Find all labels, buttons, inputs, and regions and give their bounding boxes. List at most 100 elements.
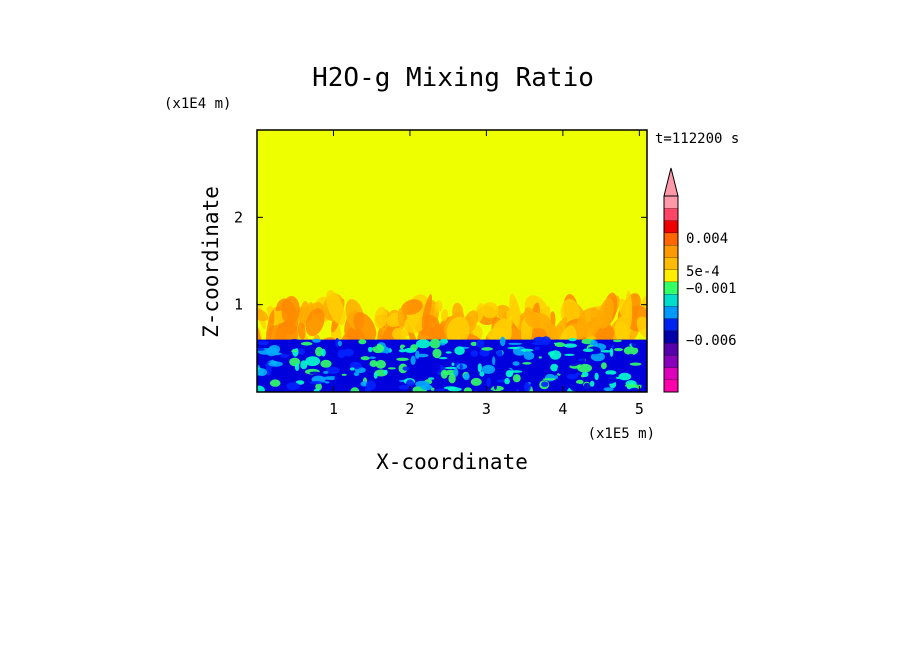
boundary-blob [524, 382, 531, 392]
boundary-blob [499, 336, 506, 347]
boundary-blob [613, 348, 624, 352]
boundary-blob [298, 348, 306, 355]
boundary-blob [590, 352, 606, 362]
transition-blob [392, 327, 406, 340]
boundary-blob [320, 359, 332, 368]
y-axis: 12 [234, 208, 647, 314]
colorbar-swatch [664, 281, 678, 294]
boundary-blob [337, 349, 346, 359]
boundary-blob [290, 350, 299, 353]
transition-blob [618, 298, 629, 319]
boundary-blob [398, 349, 406, 353]
x-scale-label: (x1E5 m) [588, 426, 655, 442]
boundary-blob [564, 353, 575, 356]
boundary-blob [626, 353, 636, 364]
boundary-blob [300, 341, 313, 346]
boundary-blob [566, 373, 579, 380]
boundary-blob [631, 340, 640, 348]
boundary-blob [605, 370, 617, 375]
boundary-blob [415, 380, 430, 388]
boundary-blob [594, 372, 599, 381]
boundary-blob [544, 373, 556, 382]
contour-field [257, 130, 647, 392]
colorbar-swatch [664, 220, 678, 233]
boundary-blob [459, 364, 463, 370]
boundary-blob [444, 366, 457, 370]
boundary-blob [477, 363, 482, 373]
boundary-blob [534, 346, 540, 351]
boundary-blob [542, 378, 556, 381]
transition-blob [401, 299, 423, 315]
boundary-blob [590, 380, 595, 387]
transition-blob [421, 294, 433, 329]
colorbar-label: −0.001 [686, 281, 737, 297]
boundary-blob [554, 375, 558, 379]
boundary-blob [309, 371, 321, 375]
boundary-blob [432, 348, 442, 359]
boundary-blob [481, 364, 496, 374]
boundary-blob [402, 366, 410, 371]
boundary-blob [342, 348, 354, 357]
boundary-blob [492, 356, 496, 366]
boundary-blob [444, 343, 450, 347]
y-tick-label: 2 [234, 208, 243, 226]
boundary-blob [582, 348, 594, 353]
boundary-blob [509, 370, 523, 373]
boundary-blob [481, 347, 493, 351]
boundary-blob [429, 338, 441, 349]
boundary-blob [396, 357, 409, 361]
boundary-blob [373, 372, 378, 379]
boundary-blob [567, 358, 581, 367]
boundary-blob [549, 350, 562, 360]
boundary-blob [624, 384, 638, 388]
transition-blob [403, 315, 425, 334]
boundary-blob [439, 342, 446, 346]
boundary-blob [520, 348, 534, 352]
boundary-blob [436, 388, 446, 392]
x-tick-label: 2 [405, 400, 414, 418]
boundary-blob [512, 374, 521, 383]
transition-blob [625, 290, 633, 328]
y-scale-label: (x1E4 m) [164, 96, 231, 112]
boundary-blob [417, 353, 429, 358]
boundary-blob [294, 363, 300, 371]
boundary-blob [447, 387, 462, 392]
boundary-blob [490, 385, 504, 392]
boundary-blob [366, 341, 378, 348]
boundary-blob [368, 346, 373, 353]
boundary-blob [550, 363, 559, 372]
boundary-blob [507, 346, 520, 350]
boundary-blob [538, 356, 542, 359]
boundary-blob [358, 339, 367, 345]
boundary-blob [369, 360, 378, 367]
boundary-blob [257, 368, 268, 377]
boundary-blob [337, 340, 342, 347]
boundary-blob [288, 339, 301, 345]
colorbar-extend-arrow [663, 167, 679, 197]
boundary-blob [575, 372, 581, 376]
boundary-blob [398, 385, 411, 390]
boundary-blob [522, 362, 532, 365]
boundary-blob [479, 371, 485, 377]
colorbar-label: 5e-4 [686, 264, 720, 280]
boundary-blob [470, 377, 482, 386]
boundary-blob [305, 356, 321, 366]
boundary-blob [438, 357, 448, 360]
boundary-blob [603, 387, 614, 392]
boundary-blob [321, 348, 326, 357]
transition-blob [577, 307, 603, 338]
boundary-blob [451, 362, 455, 366]
transition-blob [397, 308, 405, 330]
y-axis-label: Z-coordinate [199, 186, 223, 338]
colorbar-swatch [664, 379, 678, 392]
time-label: t=112200 s [655, 131, 739, 147]
boundary-blob [568, 337, 577, 342]
boundary-blob [472, 366, 477, 376]
boundary-blob [507, 342, 523, 345]
transition-blob [374, 306, 388, 329]
boundary-blob [270, 359, 274, 365]
boundary-blob [523, 375, 536, 379]
boundary-blob [353, 371, 360, 377]
transition-blob [305, 308, 325, 337]
boundary-blob [349, 367, 355, 371]
